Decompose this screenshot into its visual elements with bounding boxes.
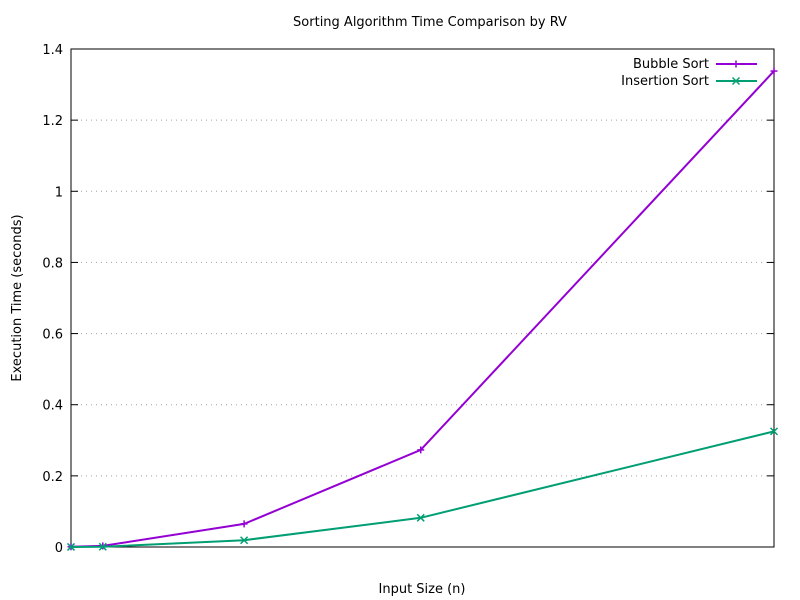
plot-frame: [70, 48, 775, 548]
data-point: [240, 520, 248, 528]
x-axis-label: Input Size (n): [379, 582, 466, 597]
y-tick-label: 1.4: [42, 43, 63, 58]
data-point: [770, 67, 778, 75]
legend: Bubble Sort Insertion Sort: [621, 57, 757, 89]
legend-label: Bubble Sort: [633, 57, 709, 72]
chart-title: Sorting Algorithm Time Comparison by RV: [293, 15, 567, 30]
y-tick-label: 1.2: [42, 114, 63, 129]
legend-marker: [732, 60, 740, 68]
data-point: [769, 427, 779, 436]
data-point: [240, 536, 249, 545]
y-tick-label: 0.6: [42, 328, 63, 343]
data-point: [416, 513, 425, 522]
data-point: [66, 542, 76, 551]
gridlines: [71, 119, 774, 477]
y-axis-label: Execution Time (seconds): [10, 214, 25, 381]
legend-marker: [731, 76, 741, 86]
data-point: [417, 446, 425, 454]
y-tick-label: 0.2: [42, 470, 63, 485]
y-tick-label: 0: [55, 541, 63, 556]
y-tick-label: 0.4: [42, 399, 63, 414]
y-axis-ticks: 0 0.2 0.4 0.6 0.8 1 1.2 1.4: [42, 43, 774, 556]
legend-label: Insertion Sort: [621, 74, 709, 89]
data-point: [98, 542, 107, 551]
y-tick-label: 0.8: [42, 256, 63, 271]
series-lines: [66, 67, 779, 551]
y-tick-label: 1: [55, 185, 63, 200]
